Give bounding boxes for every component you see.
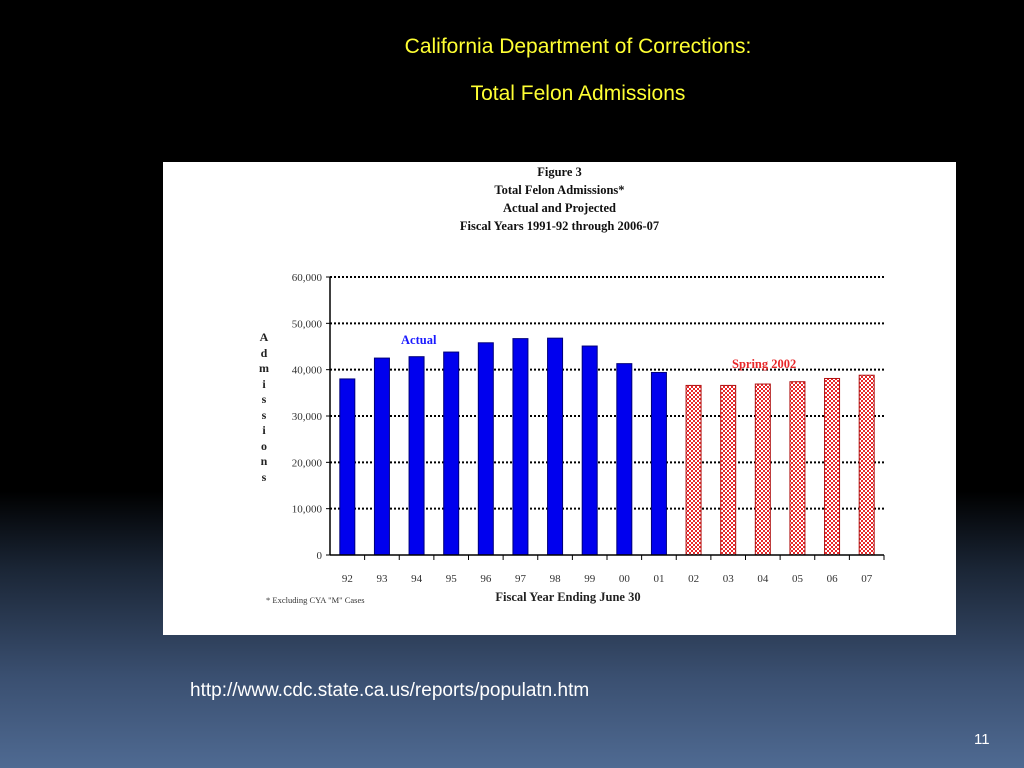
- bar-projected: [754, 383, 771, 556]
- y-tick-label: 50,000: [292, 318, 323, 330]
- y-axis-label-letter: i: [262, 423, 266, 437]
- slide-title-line1: California Department of Corrections:: [404, 35, 752, 58]
- bar-actual: [373, 357, 390, 556]
- source-url-link[interactable]: http://www.cdc.state.ca.us/reports/popul…: [190, 680, 590, 701]
- x-tick-label: 95: [446, 573, 458, 585]
- bar-actual: [616, 363, 633, 556]
- bar-projected: [858, 374, 875, 556]
- bar-projected: [685, 384, 702, 556]
- y-tick-label: 20,000: [292, 457, 323, 469]
- bar-actual: [512, 338, 529, 556]
- bar-actual: [408, 356, 425, 556]
- series-label-projected: Spring 2002: [732, 357, 796, 371]
- figure-footnote: * Excluding CYA "M" Cases: [266, 595, 365, 605]
- y-axis-label-letter: d: [260, 345, 268, 360]
- x-tick-label: 00: [619, 573, 631, 585]
- bar-actual: [339, 378, 356, 556]
- y-tick-label: 10,000: [292, 504, 323, 516]
- x-tick-label: 93: [376, 573, 388, 585]
- bar-projected: [824, 377, 841, 556]
- figure-title: Total Felon Admissions*: [494, 183, 625, 197]
- x-tick-label: 94: [411, 573, 423, 585]
- y-tick-label: 30,000: [292, 411, 323, 423]
- x-tick-label: 98: [550, 573, 562, 585]
- y-axis-label-letter: s: [261, 407, 267, 422]
- x-tick-label: 06: [827, 573, 839, 585]
- x-tick-label: 03: [723, 573, 735, 585]
- y-axis-label-letter: o: [261, 438, 267, 453]
- y-tick-label: 0: [317, 550, 323, 562]
- figure-subtitle: Actual and Projected: [503, 201, 616, 215]
- figure-panel: Figure 3 Total Felon Admissions* Actual …: [163, 162, 956, 635]
- series-label-actual: Actual: [401, 333, 437, 347]
- bar-projected: [720, 384, 737, 556]
- y-tick-label: 60,000: [292, 272, 323, 284]
- y-tick-label: 40,000: [292, 365, 323, 377]
- bar-actual: [477, 342, 494, 556]
- bar-chart: 0 10,000 20,000 30,000 40,000 50,000 60,000 92 9…: [266, 272, 885, 605]
- slide-title-line2: Total Felon Admissions: [470, 82, 686, 105]
- x-tick-label: 96: [480, 573, 492, 585]
- y-axis-label-letter: m: [259, 361, 269, 375]
- y-axis-label-letter: i: [262, 376, 266, 391]
- figure-period: Fiscal Years 1991-92 through 2006-07: [459, 219, 660, 233]
- y-axis-label-letter: A: [259, 330, 269, 344]
- bar-actual: [443, 351, 460, 556]
- bar-actual: [547, 337, 564, 556]
- y-axis-label-letter: n: [260, 454, 268, 468]
- bar-actual: [581, 345, 598, 556]
- figure-number: Figure 3: [537, 165, 582, 179]
- x-tick-label: 05: [792, 573, 804, 585]
- y-axis-label-letter: s: [261, 469, 267, 484]
- x-axis-label: Fiscal Year Ending June 30: [495, 590, 640, 604]
- page-number: 11: [974, 731, 990, 748]
- x-tick-label: 04: [757, 573, 769, 585]
- bar-projected: [789, 381, 806, 556]
- x-tick-label: 07: [861, 573, 873, 585]
- x-tick-label: 92: [342, 573, 353, 585]
- bar-actual: [650, 371, 667, 556]
- x-tick-label: 01: [653, 573, 664, 585]
- x-tick-label: 02: [688, 573, 699, 585]
- x-tick-label: 97: [515, 573, 527, 585]
- y-axis-label-letter: s: [261, 392, 267, 406]
- x-tick-label: 99: [584, 573, 596, 585]
